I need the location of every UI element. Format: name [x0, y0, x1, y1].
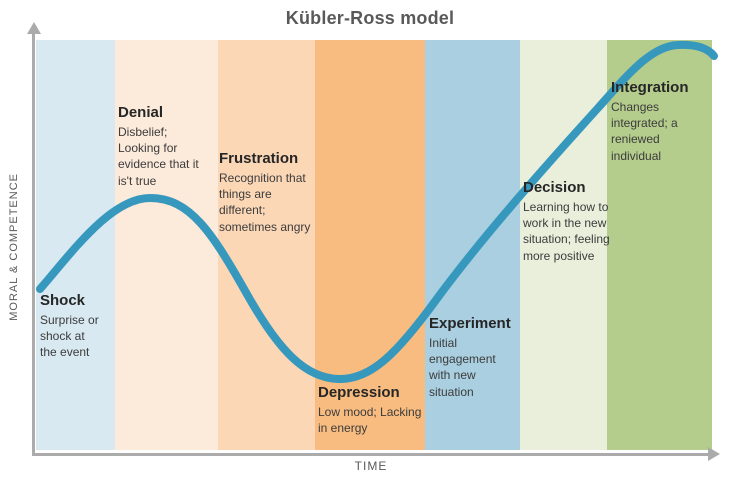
stage-description-experiment: Initial engagement with new situation	[429, 336, 496, 399]
stage-label-denial: Denial Disbelief; Looking for evidence t…	[118, 104, 202, 189]
stage-band-denial	[115, 40, 218, 450]
y-axis-line	[32, 33, 35, 454]
stage-label-depression: Depression Low mood; Lacking in energy	[318, 384, 428, 436]
stage-name-experiment: Experiment	[429, 315, 511, 332]
stage-description-decision: Learning how to work in the new situatio…	[523, 200, 610, 263]
stage-label-experiment: Experiment Initial engagement with new s…	[429, 315, 513, 400]
stage-name-decision: Decision	[523, 179, 586, 196]
stage-description-shock: Surprise or shock at the event	[40, 313, 99, 360]
stage-description-depression: Low mood; Lacking in energy	[318, 405, 422, 436]
y-axis-arrow-icon	[27, 22, 41, 34]
page-title: Kübler-Ross model	[285, 8, 455, 28]
stage-description-frustration: Recognition that things are different; s…	[219, 171, 311, 234]
stage-label-integration: Integration Changes integrated; a reniew…	[611, 79, 699, 164]
stage-description-integration: Changes integrated; a reniewed individua…	[611, 100, 678, 163]
stage-description-denial: Disbelief; Looking for evidence that it …	[118, 125, 199, 188]
stage-label-decision: Decision Learning how to work in the new…	[523, 179, 613, 264]
stage-name-depression: Depression	[318, 384, 400, 401]
stage-label-frustration: Frustration Recognition that things are …	[219, 150, 315, 235]
x-axis-line	[32, 453, 710, 456]
stage-name-denial: Denial	[118, 104, 164, 121]
stage-band-frustration	[218, 40, 315, 450]
stage-label-shock: Shock Surprise or shock at the event	[40, 292, 102, 361]
x-axis-arrow-icon	[708, 447, 720, 461]
y-axis-label: MORAL & COMPETENCE	[8, 173, 20, 321]
x-axis-label: TIME	[354, 459, 388, 473]
stage-name-shock: Shock	[40, 292, 86, 309]
stage-name-integration: Integration	[611, 79, 689, 96]
stage-name-frustration: Frustration	[219, 150, 299, 167]
stage-band-shock	[36, 40, 115, 450]
y-axis-label-wrap: MORAL & COMPETENCE	[4, 40, 24, 454]
